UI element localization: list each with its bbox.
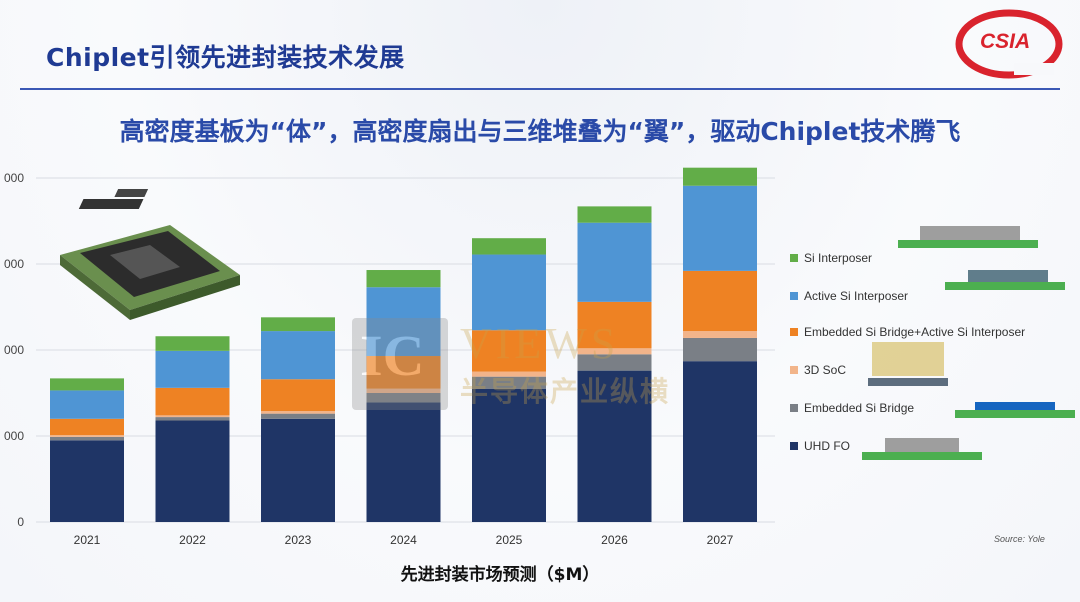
bar-segment (261, 331, 335, 380)
bar-segment (50, 418, 124, 436)
legend-item: Active Si Interposer (790, 286, 908, 306)
x-tick-label: 2024 (390, 533, 417, 547)
bar-segment (472, 254, 546, 331)
legend-label: 3D SoC (804, 363, 847, 377)
y-tick-label: 000 (4, 257, 24, 271)
bar-segment (155, 350, 230, 388)
legend-item: Embedded Si Bridge (790, 398, 914, 418)
watermark: IC VIEWS 半导体产业纵横 (352, 318, 712, 410)
bar-segment (683, 167, 757, 186)
bar-segment (366, 393, 441, 403)
legend-swatch (790, 366, 798, 374)
y-tick-label: 000 (4, 429, 24, 443)
legend-swatch (790, 328, 798, 336)
x-tick-label: 2027 (707, 533, 734, 547)
x-tick-label: 2023 (285, 533, 312, 547)
bar-segment (472, 238, 546, 255)
bar-segment (50, 435, 124, 437)
y-tick-label: 000 (4, 171, 24, 185)
legend-label: UHD FO (804, 439, 850, 453)
bar-segment (366, 287, 441, 357)
csia-logo: CSIA (954, 8, 1064, 80)
csia-logo-mark (955, 9, 1063, 79)
y-tick-label: 000 (4, 343, 24, 357)
bar-segment (683, 337, 757, 362)
bar-segment (683, 331, 757, 338)
bar-segment (472, 330, 546, 372)
x-axis-title: 先进封装市场预测（$M） (400, 565, 600, 585)
x-tick-label: 2021 (74, 533, 101, 547)
bar-segment (472, 388, 546, 522)
bar-segment (683, 361, 757, 522)
legend-swatch (790, 442, 798, 450)
watermark-brand-suffix: VIEWS (460, 319, 620, 368)
chart-bars (50, 167, 757, 522)
bar-segment (683, 185, 757, 271)
bar-segment (577, 370, 652, 522)
page-title: Chiplet引领先进封装技术发展 (46, 43, 405, 72)
bar-segment (261, 411, 335, 414)
legend-swatch (790, 254, 798, 262)
bar-segment (155, 387, 230, 416)
x-tick-label: 2026 (601, 533, 628, 547)
bar-segment (577, 222, 652, 302)
legend-item: UHD FO (790, 436, 850, 456)
bar-segment (577, 206, 652, 223)
bar-segment (50, 440, 124, 522)
legend-item: Si Interposer (790, 248, 872, 268)
csia-logo-text: CSIA (980, 30, 1031, 53)
bar-segment (577, 354, 652, 371)
legend-illustrations (862, 226, 1075, 460)
x-tick-label: 2022 (179, 533, 206, 547)
chart-source: Source: Yole (994, 534, 1045, 544)
y-tick-label: 0 (17, 515, 24, 529)
bar-segment (472, 376, 546, 389)
bar-segment (155, 415, 230, 418)
bar-segment (577, 348, 652, 355)
slide-subtitle: 高密度基板为“体”，高密度扇出与三维堆叠为“翼”，驱动Chiplet技术腾飞 (119, 117, 961, 146)
bar-segment (261, 317, 335, 332)
bar-segment (50, 390, 124, 419)
watermark-brand: IC (360, 323, 425, 388)
bar-segment (155, 420, 230, 522)
bar-segment (50, 378, 124, 391)
bar-segment (155, 417, 230, 421)
legend-label: Embedded Si Bridge (804, 401, 915, 415)
bar-segment (155, 336, 230, 351)
bar-segment (683, 270, 757, 332)
title-rule (20, 88, 1060, 90)
legend-swatch (790, 404, 798, 412)
legend-label: Embedded Si Bridge+Active Si Interposer (804, 325, 1026, 339)
bar-segment (366, 388, 441, 393)
bar-segment (50, 436, 124, 441)
bar-segment (261, 413, 335, 419)
bar-segment (366, 270, 441, 288)
bar-segment (261, 418, 335, 522)
legend-swatch (790, 292, 798, 300)
package-illustration (60, 189, 240, 320)
legend-label: Si Interposer (804, 251, 873, 265)
bar-segment (366, 356, 441, 389)
bar-segment (366, 402, 441, 522)
legend-label: Active Si Interposer (804, 289, 909, 303)
bar-segment (472, 371, 546, 377)
bar-segment (261, 379, 335, 412)
legend-item: Embedded Si Bridge+Active Si Interposer (790, 322, 1025, 342)
bar-segment (577, 301, 652, 349)
watermark-box (352, 318, 448, 410)
legend-item: 3D SoC (790, 360, 846, 380)
watermark-cn: 半导体产业纵横 (460, 375, 671, 408)
x-tick-label: 2025 (496, 533, 523, 547)
